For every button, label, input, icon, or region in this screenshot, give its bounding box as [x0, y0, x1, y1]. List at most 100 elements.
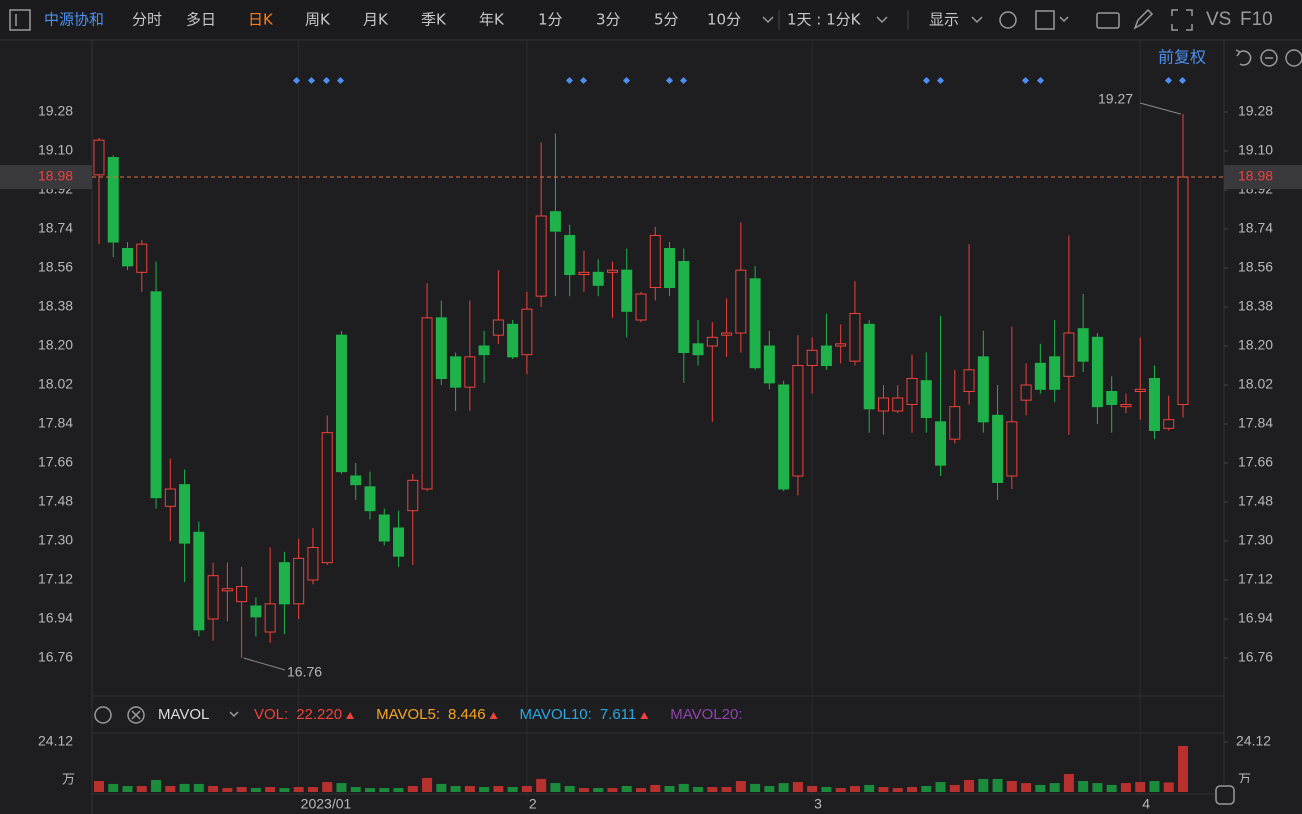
volume-bar — [136, 785, 147, 792]
candle-body — [278, 562, 290, 605]
volume-bar — [607, 788, 618, 792]
candle-body — [1063, 332, 1075, 377]
volume-bar — [407, 785, 418, 792]
candle-body — [179, 484, 191, 544]
chevron[interactable] — [971, 16, 983, 24]
fullscreen-icon[interactable] — [1171, 9, 1193, 31]
trend-arrow — [489, 712, 498, 719]
y-tick-label: 18.20 — [38, 337, 73, 353]
y-tick-label: 18.56 — [38, 259, 73, 275]
candle-body — [435, 317, 447, 379]
indicator-close-icon[interactable] — [127, 706, 145, 724]
y-tick-label: 18.38 — [1238, 298, 1273, 314]
volume-bar — [179, 783, 190, 792]
event-marker — [936, 76, 945, 85]
chevron[interactable] — [762, 16, 774, 24]
y-tick-label: 17.84 — [38, 415, 73, 431]
y-tick-label: 17.30 — [1238, 532, 1273, 548]
camera-icon[interactable] — [1096, 12, 1120, 29]
period-tab[interactable]: 年K — [479, 11, 505, 29]
period-tab[interactable]: 多日 — [186, 11, 216, 29]
candle-body — [664, 247, 676, 288]
candle-body — [1148, 377, 1160, 431]
y-tick-label: 17.66 — [1238, 454, 1273, 470]
candle-body — [592, 271, 604, 286]
x-tick-label: 3 — [814, 796, 822, 812]
chevron[interactable] — [876, 16, 888, 24]
period-tab[interactable]: 10分 — [707, 11, 741, 29]
stock-name[interactable]: 中源协和 — [44, 11, 104, 29]
volume-bar — [250, 788, 261, 792]
candle-body — [492, 319, 504, 336]
period-tab[interactable]: 日K — [248, 11, 274, 29]
reset-icon[interactable] — [1235, 49, 1252, 66]
event-marker — [565, 76, 574, 85]
last-price-label: 18.98 — [38, 168, 73, 184]
candle-body — [1006, 421, 1018, 477]
volume-bar — [778, 783, 789, 792]
volume-bar — [322, 782, 333, 792]
period-tab[interactable]: 3分 — [596, 11, 621, 29]
volume-bar — [1006, 781, 1017, 792]
candle-body — [849, 312, 861, 362]
candle-body — [507, 323, 519, 358]
volume-bar — [436, 783, 447, 792]
display-menu[interactable]: 显示 — [929, 11, 959, 29]
event-marker — [679, 76, 688, 85]
volume-bar — [721, 787, 732, 792]
candle-body — [949, 406, 961, 440]
volume-bar — [807, 785, 818, 792]
candle-body — [136, 243, 148, 273]
candle-body — [649, 234, 661, 288]
zoom-out-icon[interactable] — [1260, 49, 1278, 67]
period-tab[interactable]: 1分 — [538, 11, 563, 29]
chevron[interactable] — [229, 711, 239, 718]
volume-bar — [493, 785, 504, 792]
volume-bar — [1063, 773, 1074, 792]
menu-icon[interactable] — [9, 9, 31, 31]
chevron[interactable] — [1059, 16, 1069, 23]
volume-bar — [835, 788, 846, 792]
period-tab[interactable]: 月K — [363, 11, 389, 29]
indicator-name[interactable]: MAVOL — [158, 706, 209, 723]
volume-bar — [464, 785, 475, 792]
y-tick-label: 19.28 — [1238, 103, 1273, 119]
event-marker — [579, 76, 588, 85]
volume-bar — [151, 779, 162, 792]
volume-bar — [265, 787, 276, 792]
indicator-settings-icon[interactable] — [94, 706, 112, 724]
y-tick-label: 17.30 — [38, 532, 73, 548]
interval-select[interactable]: 1天 : 1分K — [787, 11, 862, 29]
candle-body — [735, 269, 747, 334]
period-tab[interactable]: 分时 — [132, 11, 162, 29]
candle-body — [236, 585, 248, 603]
period-tab[interactable]: 5分 — [654, 11, 679, 29]
adjust-mode[interactable]: 前复权 — [1158, 48, 1206, 67]
x-tick-label: 4 — [1142, 796, 1150, 812]
candle-body — [535, 215, 547, 297]
volume-bar — [964, 779, 975, 792]
layout-icon[interactable] — [1035, 10, 1055, 30]
candle-body — [221, 588, 233, 592]
legend-value: 7.611 — [600, 706, 636, 723]
y-tick-label: 18.38 — [38, 298, 73, 314]
period-tab[interactable]: 周K — [305, 11, 331, 29]
f10-button[interactable]: F10 — [1240, 9, 1273, 30]
volume-bar — [578, 788, 589, 792]
event-marker — [322, 76, 331, 85]
legend-value: 8.446 — [448, 706, 486, 723]
period-tab[interactable]: 季K — [421, 11, 447, 29]
candle-body — [721, 332, 733, 336]
volume-bar — [849, 785, 860, 792]
y-tick-label: 18.74 — [38, 220, 73, 236]
candle-body — [706, 336, 718, 347]
zoom-in-icon[interactable] — [1285, 49, 1302, 67]
volume-bar — [1078, 781, 1089, 792]
vs-button[interactable]: VS — [1206, 9, 1231, 30]
settings-icon[interactable] — [999, 11, 1017, 29]
draw-icon[interactable] — [1133, 8, 1154, 30]
volume-bar — [678, 783, 689, 792]
candle-body — [906, 377, 918, 405]
